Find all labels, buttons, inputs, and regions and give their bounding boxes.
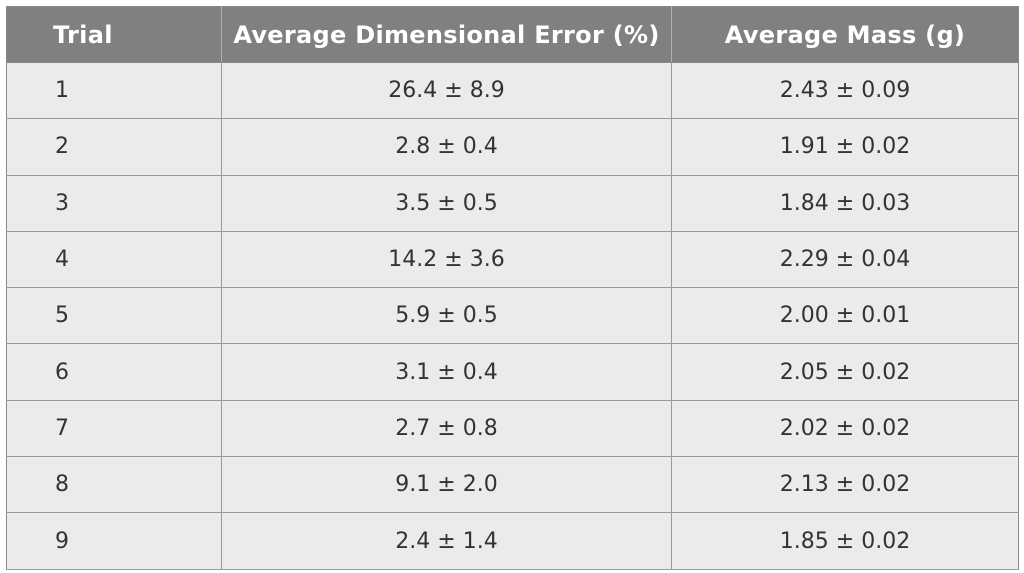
- mass-cell: 2.13 ± 0.02: [671, 456, 1019, 514]
- table-row: 6 3.1 ± 0.4 2.05 ± 0.02: [6, 343, 1019, 401]
- trial-cell: 3: [6, 175, 222, 232]
- trial-results-table: Trial Average Dimensional Error (%) Aver…: [6, 6, 1019, 570]
- trial-cell: 1: [6, 62, 222, 120]
- mass-cell: 2.02 ± 0.02: [671, 400, 1019, 458]
- table-row: 1 26.4 ± 8.9 2.43 ± 0.09: [6, 62, 1019, 120]
- mass-cell: 1.84 ± 0.03: [671, 175, 1019, 232]
- table-row: 5 5.9 ± 0.5 2.00 ± 0.01: [6, 287, 1019, 345]
- table-row: 2 2.8 ± 0.4 1.91 ± 0.02: [6, 118, 1019, 176]
- column-header-dimensional-error: Average Dimensional Error (%): [221, 6, 672, 63]
- dimensional-error-cell: 2.4 ± 1.4: [221, 512, 672, 570]
- dimensional-error-cell: 9.1 ± 2.0: [221, 456, 672, 514]
- trial-cell: 8: [6, 456, 222, 514]
- table-row: 3 3.5 ± 0.5 1.84 ± 0.03: [6, 175, 1019, 232]
- table-row: 9 2.4 ± 1.4 1.85 ± 0.02: [6, 512, 1019, 570]
- trial-cell: 7: [6, 400, 222, 458]
- mass-cell: 2.05 ± 0.02: [671, 343, 1019, 401]
- trial-cell: 5: [6, 287, 222, 345]
- dimensional-error-cell: 3.5 ± 0.5: [221, 175, 672, 232]
- dimensional-error-cell: 3.1 ± 0.4: [221, 343, 672, 401]
- trial-cell: 4: [6, 231, 222, 289]
- table-header-row: Trial Average Dimensional Error (%) Aver…: [6, 6, 1019, 63]
- trial-cell: 6: [6, 343, 222, 401]
- mass-cell: 2.29 ± 0.04: [671, 231, 1019, 289]
- dimensional-error-cell: 14.2 ± 3.6: [221, 231, 672, 289]
- mass-cell: 2.43 ± 0.09: [671, 62, 1019, 120]
- dimensional-error-cell: 2.8 ± 0.4: [221, 118, 672, 176]
- mass-cell: 1.91 ± 0.02: [671, 118, 1019, 176]
- table-row: 7 2.7 ± 0.8 2.02 ± 0.02: [6, 400, 1019, 458]
- column-header-mass: Average Mass (g): [671, 6, 1019, 63]
- trial-cell: 9: [6, 512, 222, 570]
- dimensional-error-cell: 26.4 ± 8.9: [221, 62, 672, 120]
- table-row: 8 9.1 ± 2.0 2.13 ± 0.02: [6, 456, 1019, 514]
- mass-cell: 1.85 ± 0.02: [671, 512, 1019, 570]
- data-table-container: Trial Average Dimensional Error (%) Aver…: [6, 6, 1019, 570]
- column-header-trial: Trial: [6, 6, 222, 63]
- dimensional-error-cell: 5.9 ± 0.5: [221, 287, 672, 345]
- trial-cell: 2: [6, 118, 222, 176]
- table-row: 4 14.2 ± 3.6 2.29 ± 0.04: [6, 231, 1019, 289]
- dimensional-error-cell: 2.7 ± 0.8: [221, 400, 672, 458]
- mass-cell: 2.00 ± 0.01: [671, 287, 1019, 345]
